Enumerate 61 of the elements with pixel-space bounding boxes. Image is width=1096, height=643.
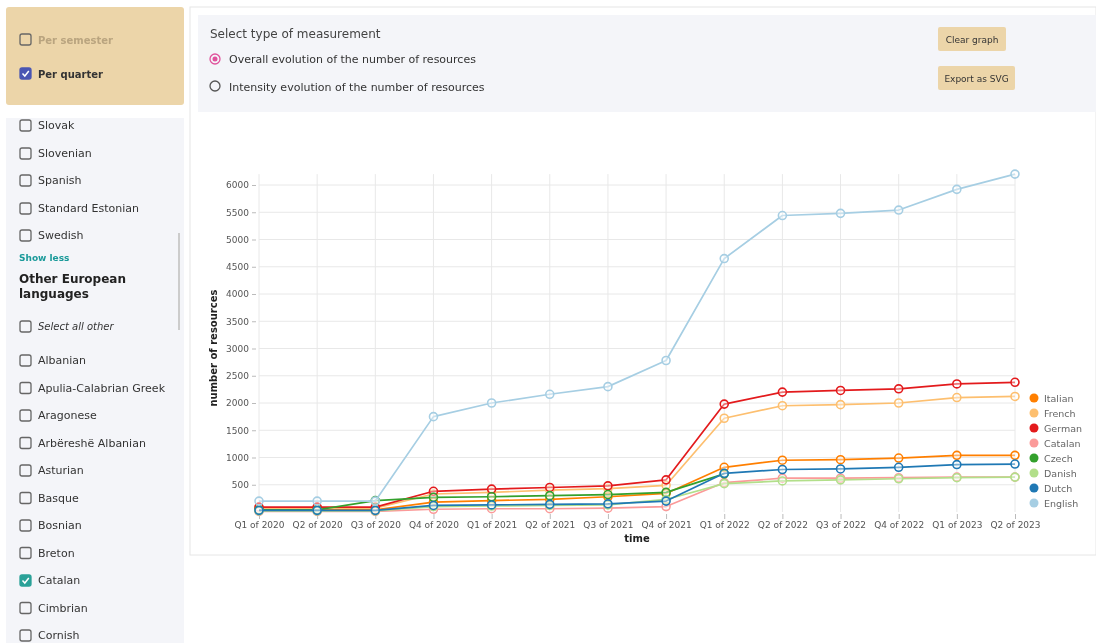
legend-label: Danish: [1044, 467, 1077, 479]
legend-label: English: [1044, 497, 1079, 509]
text: Catalan: [38, 574, 81, 587]
text: Breton: [38, 546, 75, 560]
legend-label: German: [1044, 422, 1083, 434]
legend-label: French: [1044, 407, 1076, 419]
text: Swedish: [38, 229, 84, 242]
text: Arbëreshë Albanian: [38, 436, 146, 450]
text: Cornish: [38, 629, 80, 642]
text: Select type of measurement: [210, 27, 381, 41]
y-tick-label: 1000: [226, 452, 250, 463]
text: Cimbrian: [38, 601, 88, 615]
y-tick-label: 3500: [226, 316, 250, 327]
text: Other European languages: [19, 272, 126, 301]
x-tick-label: Q4 of 2022: [874, 520, 925, 531]
y-tick-label: 4000: [226, 289, 250, 300]
x-tick-label: Q2 of 2022: [757, 520, 808, 531]
y-axis-title: number of resources: [208, 289, 219, 407]
text: Show less: [19, 253, 70, 263]
text: Bosnian: [38, 519, 82, 532]
text: Aragonese: [38, 409, 97, 422]
text: Basque: [38, 491, 79, 505]
y-tick-label: 1500: [226, 425, 250, 436]
y-tick-label: 4500: [226, 262, 250, 273]
x-tick-label: Q3 of 2022: [815, 520, 867, 531]
text: Standard Estonian: [38, 202, 140, 215]
y-tick-label: 2000: [226, 398, 250, 409]
legend-label: Czech: [1044, 452, 1073, 464]
x-axis-title: time: [624, 533, 650, 544]
text: Apulia-Calabrian Greek: [38, 381, 166, 395]
legend-label: Dutch: [1044, 482, 1073, 494]
text: Per quarter: [38, 69, 104, 80]
text: Asturian: [38, 464, 84, 477]
x-tick-label: Q1 of 2021: [467, 520, 518, 531]
y-tick-label: 5000: [226, 234, 250, 245]
text: Clear graph: [945, 34, 999, 45]
y-tick-label: 2500: [226, 371, 250, 382]
x-tick-label: Q4 of 2020: [408, 520, 460, 531]
x-tick-label: Q2 of 2021: [525, 520, 576, 531]
x-tick-label: Q3 of 2020: [350, 520, 402, 531]
text: Albanian: [38, 354, 87, 367]
x-tick-label: Q4 of 2021: [641, 520, 692, 531]
x-tick-label: Q2 of 2020: [292, 520, 343, 531]
x-tick-label: Q3 of 2021: [583, 520, 634, 531]
y-tick-label: 6000: [226, 180, 250, 191]
text: Select all other: [38, 321, 115, 332]
x-tick-label: Q1 of 2020: [234, 520, 285, 531]
x-tick-label: Q2 of 2023: [990, 520, 1041, 531]
y-tick-label: 500: [231, 480, 250, 491]
text: Intensity evolution of the number of resources: [229, 81, 485, 94]
y-tick-label: 3000: [226, 343, 250, 354]
text: Slovak: [38, 119, 76, 132]
x-tick-label: Q1 of 2023: [932, 520, 983, 531]
text: Export as SVG: [944, 73, 1009, 84]
x-tick-label: Q1 of 2022: [699, 520, 750, 531]
text: Slovenian: [38, 147, 92, 160]
text: Overall evolution of the number of resources: [229, 53, 477, 66]
legend-label: Catalan: [1044, 437, 1081, 449]
legend-label: Italian: [1044, 392, 1074, 404]
y-tick-label: 5500: [226, 207, 250, 218]
text: Spanish: [38, 174, 82, 187]
